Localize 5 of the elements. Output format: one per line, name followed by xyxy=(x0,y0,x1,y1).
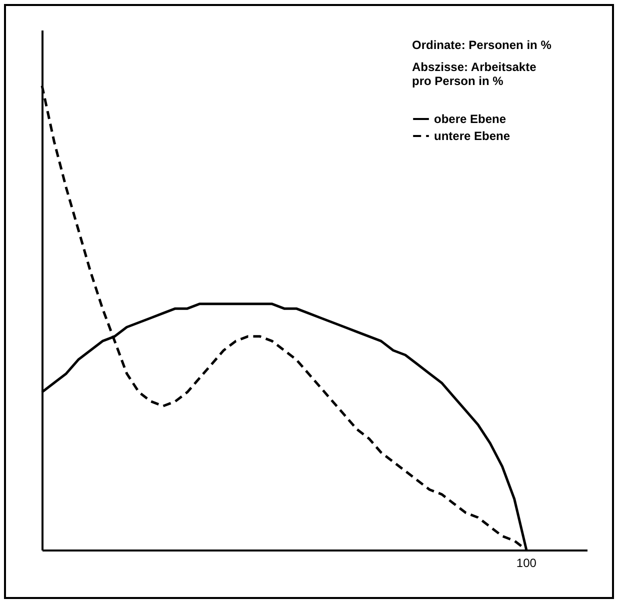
legend-label: obere Ebene xyxy=(434,112,506,126)
legend-label: untere Ebene xyxy=(434,129,510,143)
annotation: 100 xyxy=(516,556,537,570)
text: Ordinate: Personen in % xyxy=(412,38,552,52)
annotation: Abszisse: Arbeitsakte pro Person in % xyxy=(412,60,537,88)
